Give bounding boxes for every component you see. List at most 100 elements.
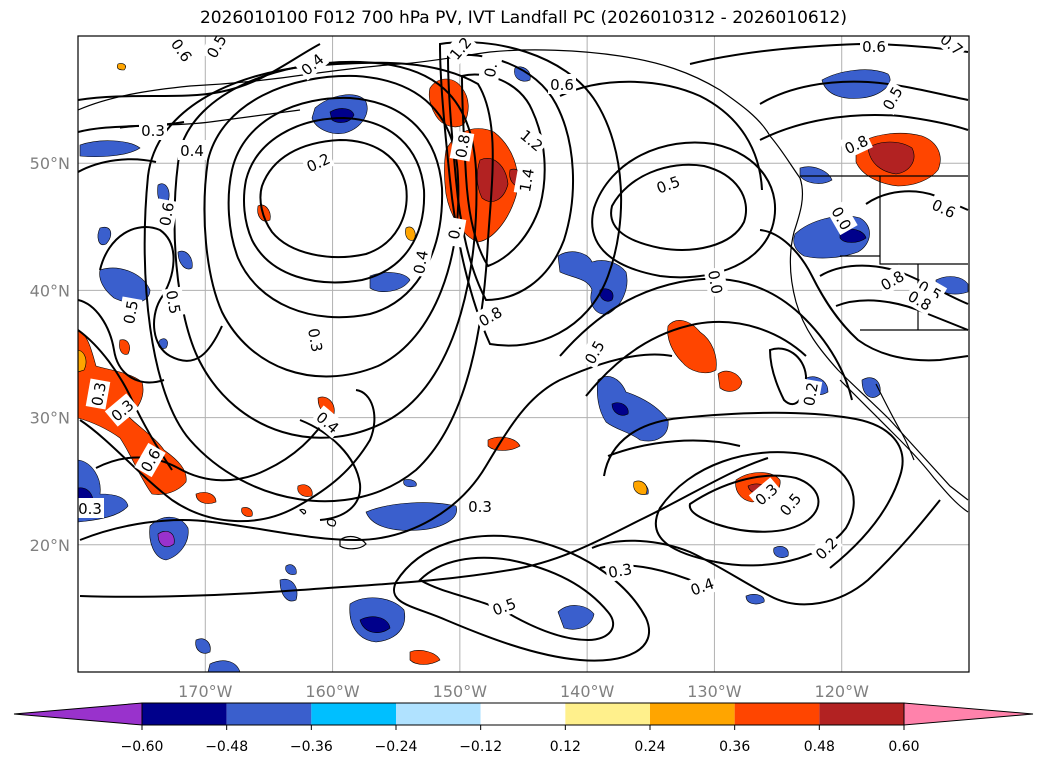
hawaii-island (326, 518, 337, 527)
colorbar-bin (311, 703, 396, 725)
pos-region (667, 320, 717, 374)
contour-line (610, 163, 747, 251)
lon-tick-label: 170°W (178, 682, 233, 701)
map-area[interactable]: 0.6 0.50.41.20.0.60.6 0.70.50.30.4 0.20.8 1.… (76, 27, 969, 672)
neg-region (799, 166, 833, 184)
contour-line (603, 411, 904, 569)
colorbar-bin (480, 703, 566, 725)
contour-label: 0.3 (466, 496, 494, 516)
hawaii-island (298, 508, 307, 515)
colorbar-bin (396, 703, 481, 725)
contour-label: 0.6 (548, 74, 576, 94)
svg-text:0.4: 0.4 (180, 142, 204, 160)
colorbar-tick-label: −0.60 (121, 739, 164, 755)
contour-label: 0.5 (117, 296, 143, 328)
svg-text:0.3: 0.3 (468, 498, 492, 516)
contour-line (689, 42, 969, 65)
contour-line (203, 74, 460, 378)
contour-label: 0.5 (161, 286, 187, 318)
pos-region (297, 484, 313, 497)
contour-label: 0.0 (703, 266, 729, 298)
contour-label: 0.6 (860, 36, 888, 56)
contour-label: 0.6 (153, 198, 179, 230)
neg-region (611, 402, 629, 416)
colorbar-tick-label: 0.24 (634, 739, 665, 755)
neg-region (359, 616, 391, 633)
colorbar-bin (650, 703, 735, 725)
svg-text:0.5: 0.5 (162, 289, 184, 316)
contour-line (438, 41, 623, 347)
contour-line (393, 534, 650, 662)
svg-text:1.4: 1.4 (516, 167, 538, 194)
svg-text:0.6: 0.6 (550, 76, 574, 94)
state-borders (840, 176, 968, 331)
neg-region (365, 502, 457, 531)
contour-line (78, 121, 185, 133)
contour-labels: 0.6 0.50.41.20.0.60.6 0.70.50.30.4 0.20.8 1.… (78, 36, 969, 621)
contour-line (446, 53, 575, 302)
contour-line (607, 439, 741, 457)
contour-label: 0.3 (78, 498, 104, 518)
pos-region (409, 650, 441, 665)
contour-line (99, 226, 223, 362)
colorbar-bin (226, 703, 312, 725)
colorbar: −0.60 −0.48 −0.36 −0.24 −0.12 0.12 0.24 0.36 0.4… (13, 702, 1034, 755)
colorbar-tick-label: 0.60 (888, 739, 919, 755)
svg-text:0.3: 0.3 (78, 500, 102, 518)
svg-text:0.2: 0.2 (800, 381, 822, 408)
contour-line (585, 320, 807, 397)
neg-region (79, 140, 141, 158)
colorbar-tick-label: −0.24 (375, 739, 418, 755)
neg-region (285, 564, 297, 575)
contour-line (259, 138, 408, 259)
svg-text:0.6: 0.6 (156, 201, 178, 228)
neg-region (177, 250, 193, 270)
pos-region (717, 370, 743, 392)
contour-line (79, 457, 769, 598)
contour-label: 0.2 (797, 378, 823, 410)
colorbar-tick-label: −0.12 (459, 739, 502, 755)
pos-region (119, 339, 130, 355)
contour-line (591, 499, 941, 606)
lon-tick-label: 120°W (815, 682, 870, 701)
colorbar-extend-max (903, 702, 1034, 726)
contour-label: 0.4 (407, 246, 433, 278)
neg-region (157, 531, 175, 547)
contour-line (654, 451, 855, 567)
hawaii-island (339, 535, 367, 550)
contour-label: 0.8 (449, 130, 475, 162)
contour-label: 0.3 (85, 378, 111, 410)
colorbar-tick-label: 0.12 (550, 739, 581, 755)
contour-label: 0.4 (178, 140, 206, 160)
contour-line (299, 419, 362, 521)
contour-line (759, 114, 969, 141)
contour-line (79, 389, 376, 522)
svg-text:0.3: 0.3 (88, 381, 110, 408)
contour-label: 0. (477, 54, 503, 86)
svg-text:0.3: 0.3 (607, 560, 634, 582)
contour-line (559, 80, 763, 191)
svg-text:0.6: 0.6 (862, 38, 886, 56)
colorbar-tick-label: −0.48 (205, 739, 248, 755)
chart-title: 2026010100 F012 700 hPa PV, IVT Landfall… (199, 8, 847, 28)
neg-region (195, 638, 211, 654)
contour-line (559, 277, 853, 401)
neg-region (861, 377, 881, 398)
contour-label: 0.3 (303, 324, 329, 356)
neg-region (369, 272, 411, 293)
colorbar-bin (142, 703, 227, 725)
contour-label: 0. (441, 216, 467, 248)
lon-tick-label: 140°W (560, 682, 615, 701)
contour-line (759, 80, 969, 105)
pos-region (195, 492, 217, 504)
lat-tick-label: 20°N (30, 536, 70, 555)
map-frame (77, 35, 970, 673)
contour-line (227, 96, 444, 319)
svg-text:0.5: 0.5 (120, 299, 142, 326)
contour-line (79, 353, 673, 542)
lon-tick-label: 130°W (687, 682, 742, 701)
pos-region (78, 349, 87, 373)
pv-contours (78, 41, 969, 662)
pos-region (487, 436, 521, 451)
